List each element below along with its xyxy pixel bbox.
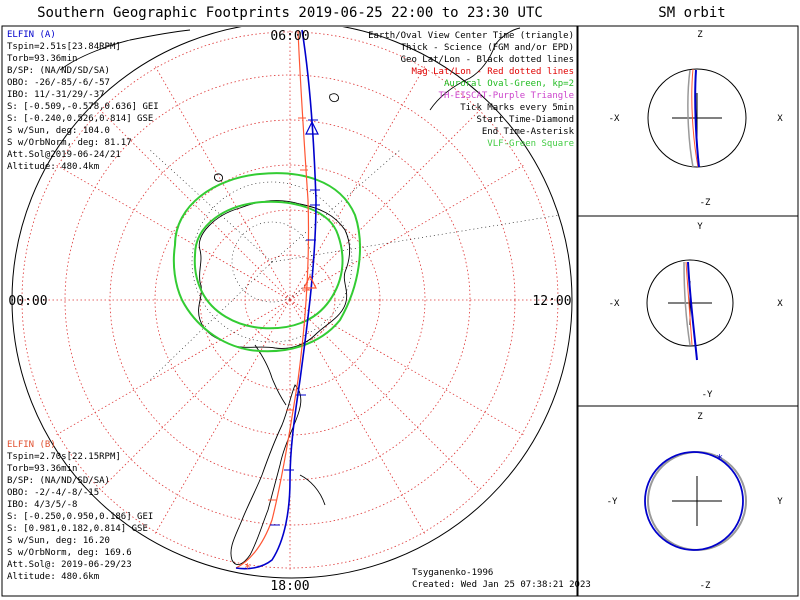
elfin-a-center-triangle — [305, 120, 319, 135]
elfin-b-line: S w/OrbNorm, deg: 169.6 — [7, 548, 132, 558]
legend-item: Earth/Oval View Center Time (triangle) — [368, 31, 574, 41]
elfin-b-center-triangle — [303, 274, 317, 289]
legend-item: Thick - Science (FGM and/or EPD) — [401, 43, 574, 53]
footprint-frame — [1, 25, 578, 597]
axis-label: -X — [609, 114, 620, 124]
mag-grid — [20, 30, 560, 570]
legend-item: Tick Marks every 5min — [460, 103, 574, 113]
axis-label: Z — [697, 30, 703, 40]
elfin-a-line: B/SP: (NA/ND/SD/SA) — [7, 66, 110, 76]
axis-label: X — [777, 299, 783, 309]
footer-credit: Tsyganenko-1996 — [412, 568, 493, 578]
axis-label: -Z — [700, 198, 711, 208]
elfin-a-line: S w/Sun, deg: 104.0 — [7, 126, 110, 136]
elfin-a-line: Tspin=2.51s[23.84RPM] — [7, 42, 121, 52]
legend-item: VLF-Green Square — [487, 139, 574, 149]
orbit-frame-3 — [577, 405, 799, 597]
elfin-b-info: ELFIN (B) Tspin=2.70s[22.15RPM] Torb=93.… — [7, 440, 153, 582]
elfin-b-line: Torb=93.36min — [7, 464, 77, 474]
orbit-panel-xy: Y -Y -X X — [609, 222, 784, 400]
time-label-left: 00:00 — [8, 294, 47, 309]
elfin-a-line: S w/OrbNorm, deg: 81.17 — [7, 138, 132, 148]
axis-label: Z — [697, 412, 703, 422]
elfin-b-line: S: [0.981,0.182,0.814] GSE — [7, 524, 148, 534]
orbit-panel-yz: Z -Z -Y Y * — [607, 412, 784, 591]
tick-marks — [270, 119, 320, 526]
axis-label: X — [777, 114, 783, 124]
legend-item: Auroral Oval-Green, kp=2 — [444, 79, 574, 89]
legend-item: TH-EISCAT-Purple Triangle — [439, 91, 574, 101]
elfin-b-line: S w/Sun, deg: 16.20 — [7, 536, 110, 546]
elfin-a-line: IBO: 11/-31/29/-37 — [7, 90, 105, 100]
elfin-b-track — [235, 29, 310, 569]
axis-label: Y — [777, 497, 783, 507]
elfin-b-line: OBO: -2/-4/-8/-15 — [7, 488, 99, 498]
axis-label: -Y — [607, 497, 618, 507]
legend-item: Mag Lat/Lon - Red dotted lines — [411, 67, 574, 77]
elfin-b-line: B/SP: (NA/ND/SD/SA) — [7, 476, 110, 486]
legend-item: End Time-Asterisk — [482, 127, 575, 137]
elfin-b-line: Altitude: 480.6km — [7, 572, 99, 582]
elfin-a-track — [235, 29, 317, 570]
coastlines — [59, 27, 521, 566]
legend-item: Start Time-Diamond — [476, 115, 574, 125]
end-asterisk-marker: * — [716, 452, 723, 466]
elfin-a-info: ELFIN (A) Tspin=2.51s[23.84RPM] Torb=93.… — [7, 30, 159, 172]
elfin-b-name: ELFIN (B) — [7, 440, 56, 450]
legend-item: Geo Lat/Lon - Black dotted lines — [401, 55, 574, 65]
axis-label: -Z — [700, 581, 711, 591]
orbit-panel-xz: Z -Z -X X — [609, 30, 784, 208]
axis-label: -X — [609, 299, 620, 309]
elfin-a-line: S: [-0.509,-0.578,0.636] GEI — [7, 102, 159, 112]
elfin-a-line: Torb=93.36min — [7, 54, 77, 64]
legend: Earth/Oval View Center Time (triangle) T… — [368, 31, 574, 149]
elfin-b-line: IBO: 4/3/5/-8 — [7, 500, 77, 510]
time-label-right: 12:00 — [532, 294, 571, 309]
elfin-b-line: Att.Sol@: 2019-06-29/23 — [7, 560, 132, 570]
orbit-frame-2 — [577, 215, 799, 407]
end-asterisk-marker: * — [244, 561, 251, 575]
axis-label: -Y — [702, 390, 713, 400]
elfin-b-line: Tspin=2.70s[22.15RPM] — [7, 452, 121, 462]
footer-created: Created: Wed Jan 25 07:38:21 2023 — [412, 580, 591, 590]
time-label-top: 06:00 — [270, 29, 309, 44]
axis-label: Y — [697, 222, 703, 232]
elfin-b-line: S: [-0.250,0.950,0.186] GEI — [7, 512, 153, 522]
auroral-oval — [172, 172, 361, 353]
geo-grid — [149, 149, 561, 381]
elfin-a-line: Att.Sol@2019-06-24/21 — [7, 150, 121, 160]
earth-limb — [11, 27, 573, 579]
polar-map: * — [11, 27, 573, 579]
elfin-a-line: OBO: -26/-85/-6/-57 — [7, 78, 110, 88]
time-label-bottom: 18:00 — [270, 579, 309, 594]
elfin-a-line: S: [-0.240,0.526,0.814] GSE — [7, 114, 153, 124]
elfin-a-name: ELFIN (A) — [7, 30, 56, 40]
elfin-a-line: Altitude: 480.4km — [7, 162, 99, 172]
figure-title: Southern Geographic Footprints 2019-06-2… — [37, 5, 543, 21]
orbit-title: SM orbit — [658, 5, 725, 21]
